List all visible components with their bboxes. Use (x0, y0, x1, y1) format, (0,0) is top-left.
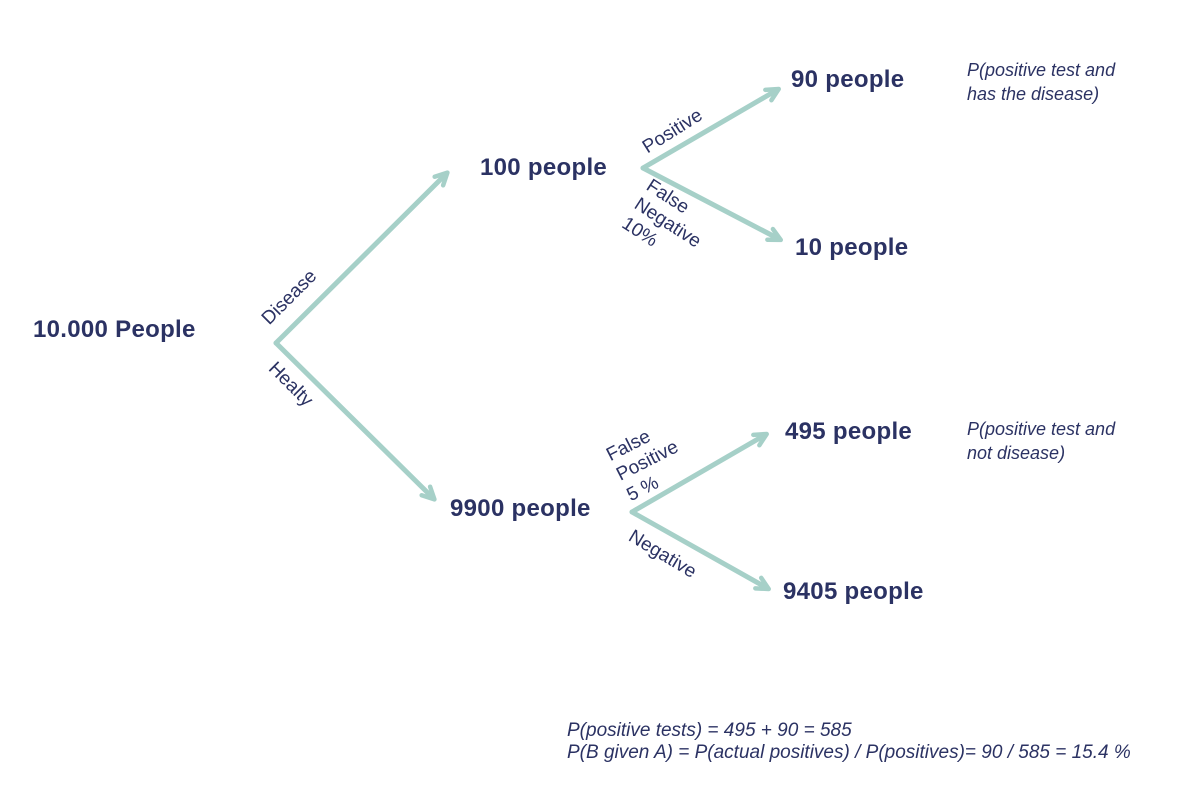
edge-false-negative-arrow (640, 165, 784, 243)
formula-positive-tests: P(positive tests) = 495 + 90 = 585 (567, 720, 852, 741)
node-true-positive: 90 people (791, 66, 905, 93)
node-disease-group: 100 people (480, 154, 608, 181)
formula-bayes: P(B given A) = P(actual positives) / P(p… (567, 742, 1131, 763)
node-true-negative: 9405 people (783, 578, 924, 605)
edge-false-positive-arrow (629, 431, 769, 515)
annotation-false-positive: P(positive test and not disease) (967, 419, 1116, 464)
edge-healthy-arrow (273, 340, 437, 502)
node-healthy-group: 9900 people (450, 495, 591, 522)
edge-negative-arrow (629, 509, 771, 592)
node-false-negative: 10 people (795, 234, 909, 261)
edge-disease-arrow (273, 170, 450, 346)
edge-positive-arrow (640, 86, 781, 171)
node-false-positive: 495 people (785, 418, 913, 445)
annotation-true-positive: P(positive test and has the disease) (967, 60, 1116, 105)
node-total-population: 10.000 People (33, 316, 196, 343)
